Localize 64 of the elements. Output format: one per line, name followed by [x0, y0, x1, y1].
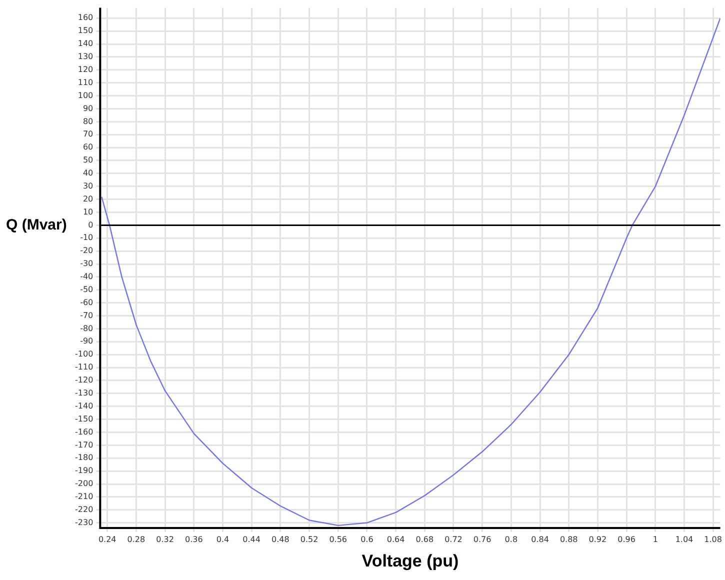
- y-tick-label: -150: [75, 414, 94, 424]
- y-tick-label: 30: [82, 181, 94, 190]
- y-tick-label: -20: [80, 246, 94, 256]
- y-tick-label: -220: [75, 504, 94, 514]
- x-tick-label: 0.48: [272, 534, 290, 544]
- x-tick-label: 0.6: [360, 534, 374, 544]
- y-tick-label: -90: [80, 336, 94, 346]
- x-tick-label: 1.04: [675, 534, 694, 544]
- y-tick-label: -180: [75, 453, 94, 462]
- y-tick-label: -160: [75, 427, 94, 436]
- x-tick-label: 0.36: [184, 534, 203, 544]
- x-tick-label: 0.72: [444, 534, 462, 544]
- y-tick-label: 20: [82, 194, 94, 204]
- y-tick-label: 10: [82, 207, 94, 216]
- y-tick-label: 50: [82, 156, 94, 165]
- y-tick-label: 70: [82, 130, 94, 139]
- y-tick-label: 90: [82, 104, 94, 113]
- x-axis-title: Voltage (pu): [362, 551, 459, 570]
- y-tick-label: -120: [75, 376, 94, 385]
- x-tick-label: 0.4: [216, 534, 230, 544]
- x-tick-label: 0.52: [300, 534, 318, 544]
- y-tick-label: -140: [75, 401, 94, 410]
- y-tick-label: -70: [80, 310, 94, 320]
- y-tick-label: 150: [78, 26, 94, 36]
- y-tick-label: -60: [80, 298, 94, 307]
- y-tick-label: 160: [78, 13, 94, 22]
- y-tick-label: -80: [80, 324, 94, 333]
- y-tick-label: 110: [78, 78, 94, 87]
- y-tick-label: 120: [78, 64, 94, 74]
- x-tick-label: 0.56: [329, 534, 348, 544]
- y-tick-label: 130: [78, 52, 94, 62]
- y-tick-label: 80: [82, 116, 94, 126]
- y-tick-label: 140: [78, 39, 94, 48]
- y-tick-label: -100: [75, 350, 94, 359]
- x-tick-label: 0.28: [127, 534, 146, 544]
- y-tick-label: -190: [75, 466, 94, 476]
- y-tick-label: -40: [80, 272, 94, 282]
- y-tick-label: -50: [80, 284, 94, 294]
- y-tick-label: -230: [75, 518, 94, 527]
- y-tick-label: -30: [80, 259, 94, 268]
- x-tick-label: 0.76: [473, 534, 492, 544]
- y-tick-label: 40: [82, 168, 94, 178]
- y-tick-label: 100: [78, 90, 94, 100]
- x-tick-label: 0.84: [531, 534, 549, 544]
- x-tick-label: 0.24: [98, 534, 116, 544]
- x-tick-label: 1: [652, 534, 658, 544]
- y-tick-label: 60: [82, 142, 94, 152]
- y-tick-label: -170: [75, 440, 94, 450]
- x-tick-label: 0.92: [588, 534, 607, 544]
- y-tick-label: 0: [88, 220, 94, 230]
- x-tick-label: 0.32: [156, 534, 174, 544]
- y-tick-label: -10: [80, 233, 94, 242]
- y-tick-label: -210: [75, 492, 94, 502]
- x-tick-label: 1.08: [704, 534, 722, 544]
- y-tick-label: -130: [75, 388, 94, 398]
- x-tick-label: 0.8: [504, 534, 518, 544]
- y-tick-label: -110: [75, 362, 94, 372]
- x-tick-label: 0.64: [386, 534, 405, 544]
- x-tick-label: 0.88: [560, 534, 578, 544]
- y-tick-label: -200: [75, 479, 94, 488]
- x-tick-label: 0.44: [242, 534, 260, 544]
- x-tick-label: 0.68: [416, 534, 434, 544]
- y-axis-title: Q (Mvar): [6, 216, 67, 234]
- x-tick-label: 0.96: [618, 534, 636, 544]
